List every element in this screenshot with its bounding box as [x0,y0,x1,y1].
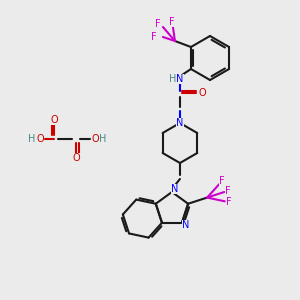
Text: O: O [91,134,99,144]
Text: H: H [28,134,36,144]
Text: F: F [151,32,157,42]
Text: O: O [198,88,206,98]
Text: F: F [226,197,232,207]
Text: H: H [99,134,107,144]
Text: N: N [176,118,184,128]
Text: O: O [72,153,80,163]
Text: F: F [155,19,161,29]
Text: F: F [169,17,175,27]
Text: N: N [171,184,178,194]
Text: O: O [36,134,44,144]
Text: N: N [176,74,184,84]
Text: F: F [219,176,225,186]
Text: H: H [169,74,177,84]
Text: F: F [225,186,231,196]
Text: N: N [182,220,190,230]
Text: O: O [50,115,58,125]
